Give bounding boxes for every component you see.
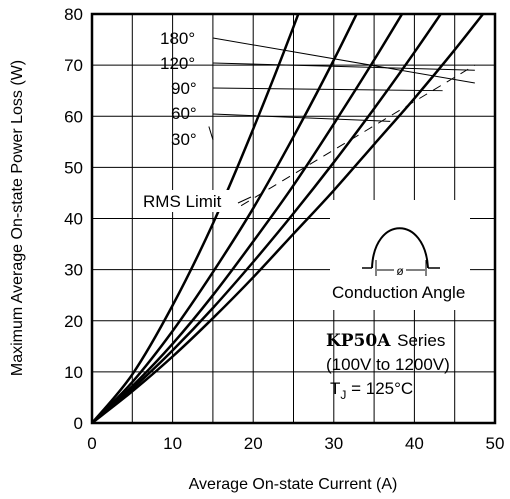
y-tick-label: 70: [64, 56, 83, 75]
y-tick-label: 50: [64, 158, 83, 177]
x-tick-label: 10: [163, 434, 182, 453]
junction-temperature: TJ = 125°C: [330, 379, 413, 402]
y-tick-label: 20: [64, 312, 83, 331]
rms-leader: [237, 196, 252, 204]
device-series-word: Series: [397, 331, 445, 350]
y-tick-label: 30: [64, 261, 83, 280]
series-line-2: [92, 14, 404, 423]
series-label-3: 60°: [171, 104, 197, 123]
series-line-0: [92, 14, 485, 423]
device-series: KP50A Series: [326, 331, 445, 351]
x-axis-title: Average On-state Current (A): [189, 476, 398, 493]
leader-lines: [208, 37, 475, 141]
series-leader-4: [208, 126, 214, 141]
series-line-3: [92, 14, 359, 423]
tj-sub: J: [340, 388, 346, 402]
tj-prefix: T: [330, 379, 340, 398]
series-line-1: [92, 14, 443, 423]
plot-frame: [90, 12, 497, 425]
series-leader-0: [212, 37, 475, 84]
rms-limit-label: RMS Limit: [143, 192, 222, 211]
series-label-1: 120°: [160, 54, 195, 73]
series-leader-2: [212, 87, 443, 92]
series-labels: 180° 120° 90° 60° 30°: [160, 29, 197, 149]
voltage-range: (100V to 1200V): [326, 355, 450, 374]
series-label-4: 30°: [171, 130, 197, 149]
y-tick-label: 10: [64, 363, 83, 382]
y-tick-label: 40: [64, 210, 83, 229]
series-label-0: 180°: [160, 29, 195, 48]
y-tick-label: 60: [64, 107, 83, 126]
rms-limit-line: [240, 64, 476, 207]
device-model: KP50A: [326, 331, 391, 351]
conduction-angle-label: Conduction Angle: [332, 283, 465, 302]
series-leader-3: [212, 113, 391, 122]
x-tick-label: 40: [405, 434, 424, 453]
tj-suffix: = 125°C: [346, 379, 413, 398]
x-tick-label: 0: [87, 434, 96, 453]
conduction-angle-inset: ø Conduction Angle: [330, 200, 470, 310]
y-tick-labels: 0 10 20 30 40 50 60 70 80: [64, 5, 83, 433]
rms-label-bg: [140, 190, 240, 212]
x-tick-labels: 0 10 20 30 40 50: [87, 434, 504, 453]
series-leader-1: [212, 62, 475, 71]
device-info: KP50A Series (100V to 1200V) TJ = 125°C: [326, 331, 450, 402]
sine-half-wave: [371, 227, 429, 269]
y-tick-label: 80: [64, 5, 83, 24]
x-tick-label: 50: [486, 434, 505, 453]
inset-background: [330, 200, 470, 310]
y-tick-label: 0: [74, 414, 83, 433]
angle-symbol: ø: [396, 264, 404, 278]
x-tick-label: 20: [244, 434, 263, 453]
x-tick-label: 30: [324, 434, 343, 453]
series-label-2: 90°: [171, 79, 197, 98]
y-axis-title: Maximum Average On-state Power Loss (W): [9, 60, 26, 376]
